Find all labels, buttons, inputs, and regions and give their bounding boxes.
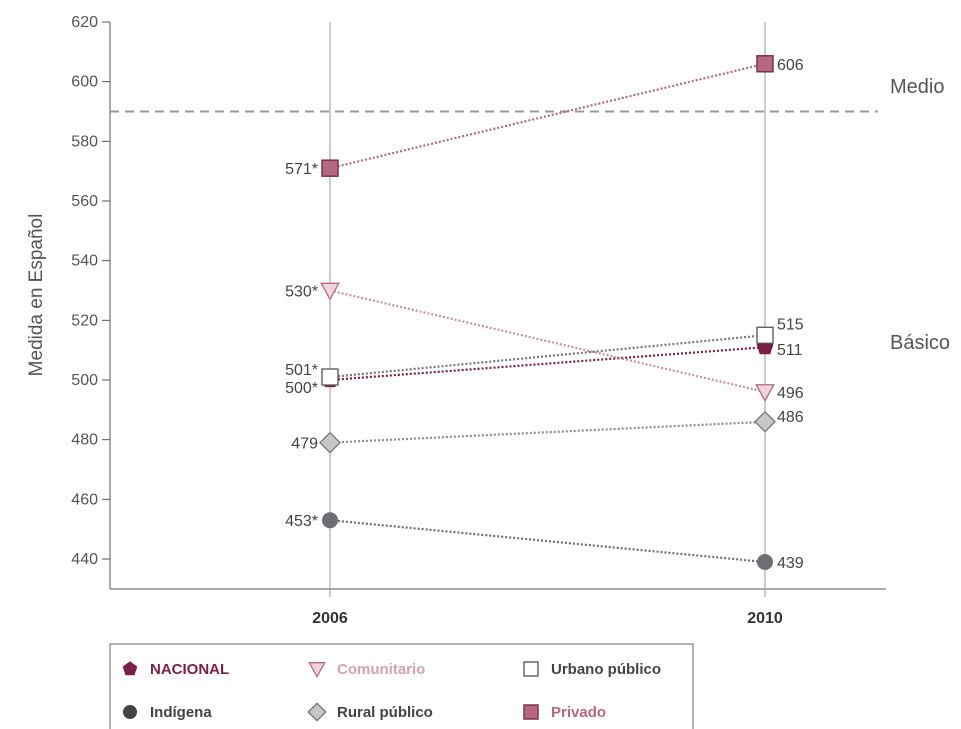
data-label: 439 — [777, 555, 804, 572]
data-point-marker — [756, 55, 774, 73]
data-label: 486 — [777, 409, 804, 426]
legend-marker — [307, 702, 327, 722]
data-label: 453* — [285, 513, 318, 530]
data-label: 606 — [777, 57, 804, 74]
data-point-marker — [322, 512, 338, 529]
data-label: 479 — [291, 436, 318, 453]
data-label: 530* — [285, 284, 318, 301]
data-label: 571* — [285, 161, 318, 178]
legend-label: Urbano público — [551, 661, 661, 678]
data-point-marker — [754, 410, 776, 433]
y-tick-label: 440 — [71, 551, 98, 568]
data-label: 500* — [285, 380, 318, 397]
legend-marker — [123, 705, 137, 719]
legend-label: Indígena — [150, 704, 212, 721]
data-point-marker — [320, 282, 340, 301]
data-point-marker — [755, 384, 775, 403]
legend-marker — [122, 661, 138, 676]
data-label: 515 — [777, 316, 804, 333]
y-tick-label: 580 — [71, 133, 98, 150]
data-label: 511 — [777, 342, 803, 359]
medio-label: Medio — [890, 76, 944, 98]
series-line-4 — [329, 420, 766, 444]
series-line-2 — [329, 334, 766, 379]
data-point-marker — [757, 553, 773, 570]
reference-lines: Medio Básico — [110, 76, 950, 354]
y-tick-label: 600 — [71, 74, 98, 91]
series-group: 500* 511 530* 496 501* 515 453* 439 479 486 571* 60… — [285, 55, 804, 572]
y-tick-label: 480 — [71, 432, 98, 449]
series-line-1 — [329, 289, 766, 394]
legend-box — [109, 643, 694, 729]
series-line-0 — [329, 346, 766, 382]
legend-label: NACIONAL — [150, 661, 229, 678]
y-tick-label: 520 — [71, 312, 98, 329]
legend-label: Privado — [551, 704, 606, 721]
data-point-marker — [321, 368, 339, 386]
legend-marker — [523, 704, 539, 720]
axes: 440 460 480 500 520 540 560 580 600 620 2006 2010 Me… — [26, 14, 886, 627]
y-tick-label: 560 — [71, 193, 98, 210]
legend-marker — [308, 662, 326, 679]
y-tick-label: 460 — [71, 491, 98, 508]
series-line-3 — [329, 519, 766, 564]
y-tick-label: 620 — [71, 14, 98, 31]
basico-label: Básico — [890, 332, 950, 354]
data-point-marker — [319, 431, 341, 454]
data-label: 496 — [777, 385, 804, 402]
legend-marker — [523, 661, 539, 677]
data-point-marker — [756, 326, 774, 344]
data-label: 501* — [285, 362, 318, 379]
series-line-5 — [329, 62, 766, 170]
y-tick-label: 500 — [71, 372, 98, 389]
y-axis-label: Medida en Español — [26, 214, 47, 377]
legend-label: Comunitario — [337, 661, 425, 678]
x-tick-label: 2010 — [747, 610, 783, 627]
legend-label: Rural público — [337, 704, 433, 721]
data-point-marker — [321, 159, 339, 177]
x-tick-label: 2006 — [312, 610, 348, 627]
y-tick-label: 540 — [71, 253, 98, 270]
legend: NACIONAL Comunitario Urbano público Indígen… — [109, 643, 694, 729]
